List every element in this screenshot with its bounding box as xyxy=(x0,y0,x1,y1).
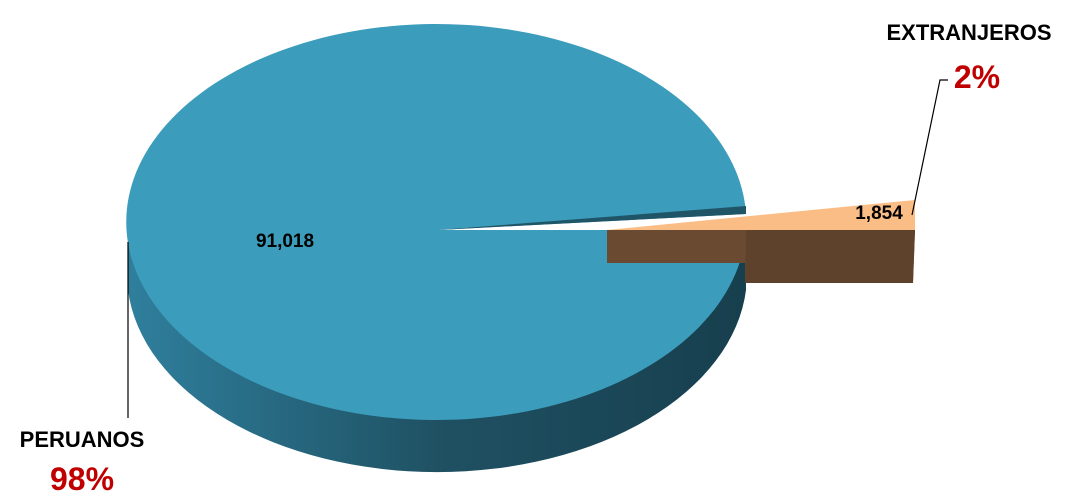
slice-side-peruanos xyxy=(128,230,746,473)
value-label-peruanos: 91,018 xyxy=(256,231,314,252)
slice-notch-shadow xyxy=(438,206,746,230)
percent-label-peruanos: 98% xyxy=(50,461,114,494)
percent-label-extranjeros: 2% xyxy=(954,59,1000,95)
value-label-extranjeros: 1,854 xyxy=(855,203,903,224)
leader-line-extranjeros xyxy=(911,79,948,216)
category-label-peruanos: PERUANOS xyxy=(20,427,145,452)
slice-extranjeros xyxy=(607,200,915,230)
slice-peruanos xyxy=(126,23,746,421)
slice-side-extranjeros-face xyxy=(745,230,915,283)
category-label-extranjeros: EXTRANJEROS xyxy=(886,20,1051,45)
